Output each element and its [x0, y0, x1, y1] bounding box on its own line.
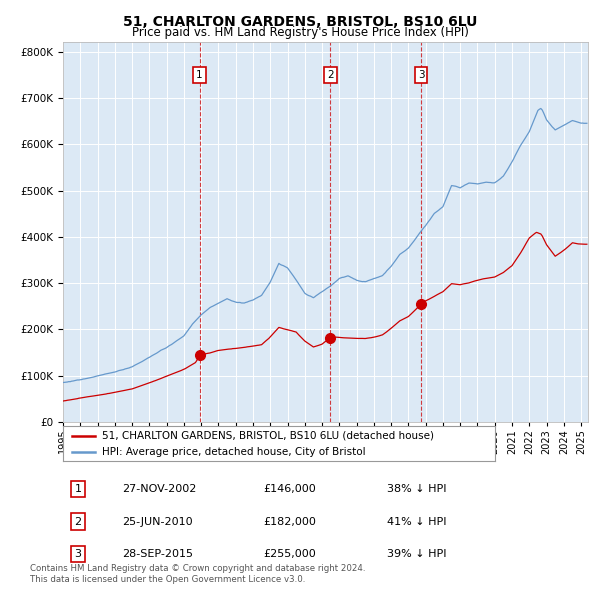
Text: Price paid vs. HM Land Registry's House Price Index (HPI): Price paid vs. HM Land Registry's House …: [131, 26, 469, 39]
Text: 51, CHARLTON GARDENS, BRISTOL, BS10 6LU (detached house): 51, CHARLTON GARDENS, BRISTOL, BS10 6LU …: [102, 431, 434, 441]
Text: 3: 3: [418, 70, 424, 80]
Text: 1: 1: [196, 70, 203, 80]
Text: 41% ↓ HPI: 41% ↓ HPI: [387, 517, 446, 526]
Text: This data is licensed under the Open Government Licence v3.0.: This data is licensed under the Open Gov…: [30, 575, 305, 584]
Text: 39% ↓ HPI: 39% ↓ HPI: [387, 549, 446, 559]
Text: 51, CHARLTON GARDENS, BRISTOL, BS10 6LU: 51, CHARLTON GARDENS, BRISTOL, BS10 6LU: [123, 15, 477, 29]
Text: 38% ↓ HPI: 38% ↓ HPI: [387, 484, 446, 494]
Text: 28-SEP-2015: 28-SEP-2015: [122, 549, 193, 559]
Text: 3: 3: [74, 549, 82, 559]
Text: 2: 2: [74, 517, 82, 526]
Text: HPI: Average price, detached house, City of Bristol: HPI: Average price, detached house, City…: [102, 447, 365, 457]
Text: £182,000: £182,000: [263, 517, 316, 526]
Text: 1: 1: [74, 484, 82, 494]
Text: Contains HM Land Registry data © Crown copyright and database right 2024.: Contains HM Land Registry data © Crown c…: [30, 565, 365, 573]
Text: £255,000: £255,000: [263, 549, 316, 559]
Text: 25-JUN-2010: 25-JUN-2010: [122, 517, 193, 526]
Text: 27-NOV-2002: 27-NOV-2002: [122, 484, 197, 494]
Text: 2: 2: [327, 70, 334, 80]
Text: £146,000: £146,000: [263, 484, 316, 494]
